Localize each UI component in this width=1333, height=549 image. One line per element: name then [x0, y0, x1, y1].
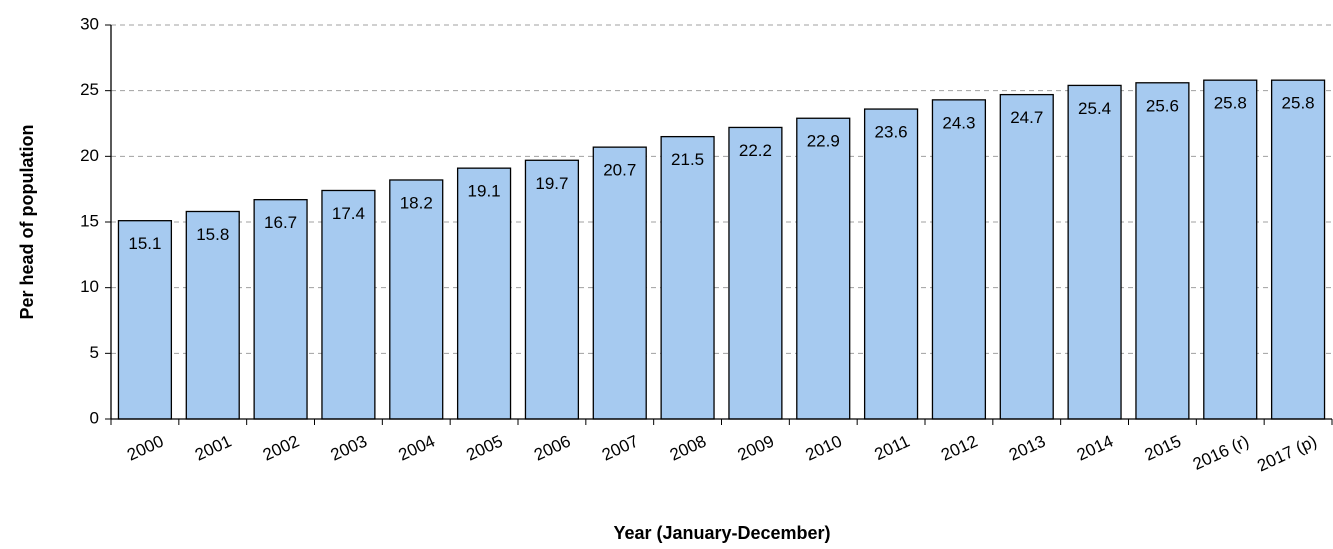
bar — [592, 146, 647, 420]
data-label: 25.6 — [1146, 96, 1179, 115]
bar — [1270, 79, 1326, 420]
bar — [1135, 82, 1190, 420]
x-tick-label: 2007 — [599, 431, 641, 464]
data-label: 22.2 — [739, 141, 772, 160]
data-label: 17.4 — [332, 204, 365, 223]
y-tick-label: 30 — [80, 14, 99, 33]
bar — [1067, 84, 1122, 420]
data-label: 24.3 — [942, 113, 975, 132]
data-label: 20.7 — [603, 161, 636, 180]
x-tick-label: 2015 — [1142, 431, 1184, 464]
data-label: 15.1 — [128, 234, 161, 253]
y-tick-label: 5 — [90, 343, 99, 362]
x-tick-label: 2011 — [872, 431, 913, 464]
bar — [660, 135, 715, 420]
y-tick-label: 10 — [80, 277, 99, 296]
x-tick-label: 2004 — [396, 431, 438, 464]
bar — [728, 126, 783, 420]
data-label: 21.5 — [671, 150, 704, 169]
bar — [456, 167, 512, 420]
x-axis-title: Year (January-December) — [613, 523, 830, 543]
x-tick-label: 2009 — [735, 431, 777, 464]
data-label: 23.6 — [875, 123, 908, 142]
x-tick-label: 2013 — [1006, 431, 1048, 464]
bar — [999, 93, 1054, 420]
bar — [863, 108, 919, 420]
y-axis-title: Per head of population — [17, 124, 37, 319]
x-tick-label: 2000 — [124, 431, 166, 464]
data-label: 19.1 — [468, 182, 501, 201]
x-tick-label: 2003 — [328, 431, 370, 464]
data-label: 25.8 — [1282, 94, 1315, 113]
data-label: 18.2 — [400, 193, 433, 212]
x-tick-label: 2010 — [803, 431, 845, 464]
data-label: 15.8 — [196, 225, 229, 244]
y-tick-label: 0 — [90, 408, 99, 427]
data-label: 25.8 — [1214, 94, 1247, 113]
data-label: 22.9 — [807, 132, 840, 151]
y-tick-label: 15 — [80, 211, 99, 230]
bar — [796, 117, 851, 420]
x-tick-label: 2017 (p) — [1254, 431, 1319, 475]
data-label: 19.7 — [535, 174, 568, 193]
bar — [1203, 79, 1258, 420]
x-tick-label: 2012 — [938, 431, 980, 464]
x-tick-label: 2006 — [531, 431, 573, 464]
y-tick-label: 20 — [80, 146, 99, 165]
y-tick-label: 25 — [80, 80, 99, 99]
data-label: 16.7 — [264, 213, 297, 232]
bar — [117, 220, 173, 420]
data-label: 24.7 — [1010, 108, 1043, 127]
x-tick-label: 2008 — [667, 431, 709, 464]
bar — [321, 189, 376, 420]
x-tick-label: 2001 — [192, 431, 234, 464]
bar — [253, 199, 308, 420]
bar — [524, 159, 580, 420]
x-tick-label: 2016 (r) — [1190, 431, 1252, 473]
data-label: 25.4 — [1078, 99, 1111, 118]
x-tick-label: 2014 — [1074, 431, 1116, 464]
x-tick-label: 2005 — [463, 431, 505, 464]
bar — [389, 179, 444, 420]
bar — [931, 99, 987, 420]
x-tick-label: 2002 — [260, 431, 302, 464]
